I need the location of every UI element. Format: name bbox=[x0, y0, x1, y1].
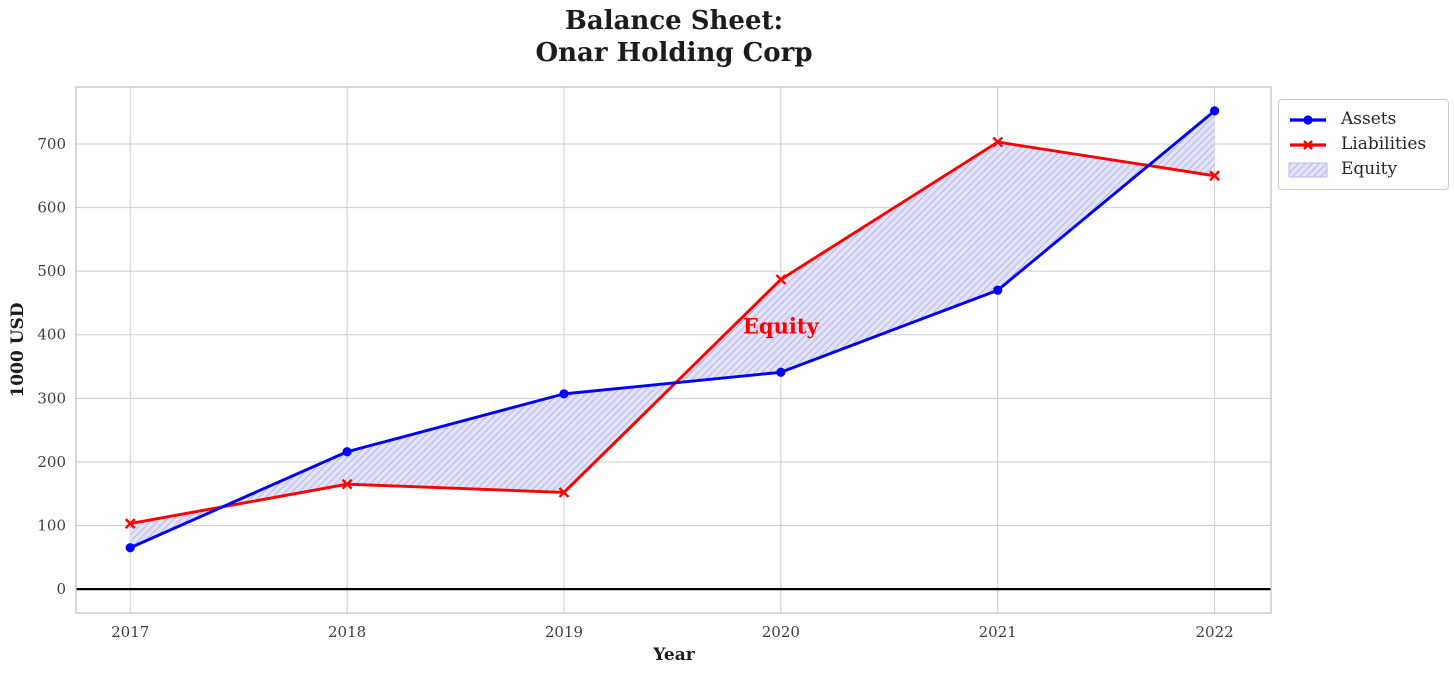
y-tick-label: 100 bbox=[37, 517, 66, 535]
y-tick-label: 700 bbox=[37, 135, 66, 153]
x-tick-label: 2017 bbox=[111, 623, 149, 641]
axes-border bbox=[75, 86, 1272, 614]
assets-line bbox=[125, 106, 1220, 553]
legend-label-assets: Assets bbox=[1341, 109, 1397, 129]
y-tick-label: 0 bbox=[56, 580, 66, 598]
legend-item-liabilities: Liabilities bbox=[1287, 132, 1438, 157]
legend: Assets Liabilities Equity bbox=[1278, 99, 1449, 190]
equity-patch-icon bbox=[1288, 162, 1328, 177]
equity-area-hatch bbox=[130, 110, 1215, 548]
y-tick-label: 400 bbox=[37, 326, 66, 344]
x-axis-label: Year bbox=[653, 645, 695, 665]
x-tick-label: 2020 bbox=[762, 623, 800, 641]
liabilities-line bbox=[124, 136, 1220, 529]
equity-annotation: Equity bbox=[742, 313, 819, 339]
liabilities-line-icon bbox=[1290, 139, 1326, 150]
y-tick-label: 300 bbox=[37, 389, 66, 407]
legend-label-equity: Equity bbox=[1341, 159, 1398, 179]
x-tick-label: 2022 bbox=[1196, 623, 1234, 641]
y-tick-label: 600 bbox=[37, 199, 66, 217]
y-tick-label: 200 bbox=[37, 453, 66, 471]
x-tick-label: 2021 bbox=[979, 623, 1017, 641]
legend-item-assets: Assets bbox=[1287, 107, 1438, 132]
legend-label-liabilities: Liabilities bbox=[1341, 134, 1427, 154]
tick-labels: 2017 2018 2019 2020 2021 2022 0 100 200 300 400 500… bbox=[37, 135, 1233, 641]
x-tick-label: 2019 bbox=[545, 623, 583, 641]
y-tick-label: 500 bbox=[37, 262, 66, 280]
y-axis-label: 1000 USD bbox=[8, 302, 28, 398]
x-tick-label: 2018 bbox=[328, 623, 366, 641]
legend-item-equity: Equity bbox=[1287, 157, 1438, 182]
assets-line-icon bbox=[1290, 114, 1326, 125]
chart-title: Balance Sheet: Onar Holding Corp bbox=[535, 6, 813, 68]
